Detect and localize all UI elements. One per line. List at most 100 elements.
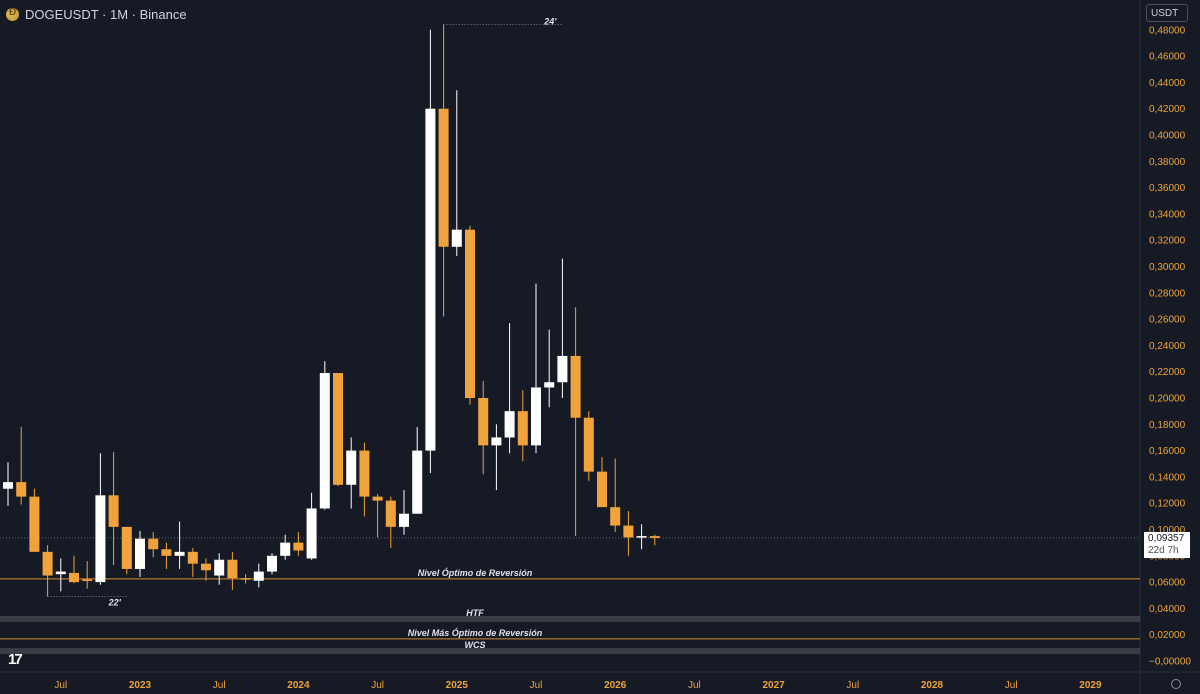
candle-body-44: [583, 417, 594, 472]
candle-body-30: [399, 513, 409, 527]
candle-body-5: [69, 572, 79, 583]
candle-body-26: [346, 450, 357, 485]
x-tick-label-5: 2025: [446, 680, 469, 691]
current-price-label: 0,09357: [1148, 533, 1185, 544]
candle-body-38: [504, 411, 515, 438]
candle-body-25: [333, 373, 343, 485]
x-tick-label-8: Jul: [688, 680, 701, 691]
x-tick-label-10: Jul: [846, 680, 859, 691]
symbol-title: DOGEUSDT · 1M · Binance: [25, 6, 187, 22]
candle-body-7: [95, 495, 106, 583]
candle-body-21: [280, 542, 291, 556]
candle-body-20: [267, 555, 277, 572]
y-tick-label-10: 0,28000: [1149, 288, 1186, 299]
doge-coin-icon: [6, 7, 19, 21]
level-band-1: [0, 615, 1140, 622]
y-tick-label-2: 0,44000: [1149, 78, 1186, 89]
y-tick-label-8: 0,32000: [1149, 236, 1186, 247]
x-tick-label-2: Jul: [213, 680, 226, 691]
y-tick-label-21: 0,06000: [1149, 578, 1186, 589]
current-price-tag: 0,09357 22d 7h: [1144, 532, 1190, 558]
annotation-label-0: 24': [543, 17, 557, 27]
symbol-header: DOGEUSDT · 1M · Binance: [6, 5, 187, 23]
y-tick-label-7: 0,34000: [1149, 209, 1186, 220]
y-tick-label-4: 0,40000: [1149, 131, 1186, 142]
y-tick-label-3: 0,42000: [1149, 104, 1186, 115]
x-tick-label-4: Jul: [371, 680, 384, 691]
x-tick-label-9: 2027: [762, 680, 785, 691]
candle-body-9: [121, 526, 132, 569]
candle-body-28: [372, 496, 383, 501]
candle-body-22: [293, 542, 304, 551]
candle-body-8: [108, 495, 119, 527]
candle-body-6: [82, 579, 93, 581]
y-tick-label-1: 0,46000: [1149, 52, 1186, 63]
candle-body-42: [557, 355, 568, 383]
candle-body-13: [174, 551, 185, 556]
candle-body-32: [425, 108, 436, 451]
y-tick-label-16: 0,16000: [1149, 446, 1186, 457]
candle-body-4: [55, 571, 66, 575]
y-tick-label-12: 0,24000: [1149, 341, 1186, 352]
y-tick-label-19: 0,10000: [1149, 525, 1186, 536]
candle-body-15: [201, 563, 211, 571]
tradingview-logo-icon[interactable]: 17: [8, 651, 23, 668]
candle-body-33: [438, 108, 449, 247]
settings-icon[interactable]: [1171, 679, 1181, 689]
y-tick-label-14: 0,20000: [1149, 394, 1186, 405]
candle-body-17: [227, 559, 238, 579]
candle-body-40: [531, 387, 541, 446]
x-tick-label-1: 2023: [129, 680, 152, 691]
level-label-0: Nivel Óptimo de Reversión: [418, 567, 533, 578]
candle-body-16: [214, 559, 225, 576]
candle-body-27: [359, 450, 370, 497]
candle-body-47: [623, 525, 634, 538]
candle-body-39: [517, 411, 528, 446]
x-tick-label-13: 2029: [1079, 680, 1102, 691]
candle-body-3: [42, 551, 53, 576]
level-label-1: HTF: [466, 608, 484, 618]
candle-body-46: [610, 507, 621, 526]
level-label-2: Nivel Más Óptimo de Reversión: [408, 627, 543, 638]
candle-body-34: [451, 229, 462, 247]
candle-body-12: [161, 549, 172, 556]
y-tick-label-13: 0,22000: [1149, 367, 1186, 378]
x-tick-label-6: Jul: [530, 680, 543, 691]
y-tick-label-22: 0,04000: [1149, 604, 1186, 615]
candle-body-19: [253, 571, 264, 581]
candle-body-14: [187, 551, 198, 564]
y-tick-label-18: 0,12000: [1149, 499, 1186, 510]
y-tick-label-0: 0,48000: [1149, 25, 1186, 36]
currency-select[interactable]: USDT: [1146, 4, 1188, 22]
candle-body-45: [597, 471, 607, 508]
x-tick-label-12: Jul: [1005, 680, 1018, 691]
x-tick-label-7: 2026: [604, 680, 627, 691]
candle-body-10: [135, 538, 145, 569]
candle-body-2: [29, 496, 40, 552]
candle-body-18: [240, 578, 251, 580]
x-tick-label-3: 2024: [287, 680, 310, 691]
level-band-3: [0, 648, 1140, 655]
candle-body-41: [544, 382, 555, 388]
candle-body-0: [3, 482, 13, 489]
candle-body-11: [148, 538, 159, 550]
candle-body-23: [306, 508, 317, 559]
candle-body-1: [16, 482, 27, 497]
candle-body-36: [478, 398, 489, 446]
candle-body-49: [649, 536, 660, 538]
candle-body-31: [412, 450, 423, 514]
y-tick-label-17: 0,14000: [1149, 472, 1186, 483]
y-tick-label-5: 0,38000: [1149, 157, 1186, 168]
y-tick-label-6: 0,36000: [1149, 183, 1186, 194]
y-tick-label-23: 0,02000: [1149, 630, 1186, 641]
candle-countdown-label: 22d 7h: [1148, 545, 1179, 556]
candle-body-24: [319, 373, 330, 509]
candle-body-29: [385, 500, 396, 527]
y-tick-label-11: 0,26000: [1149, 315, 1186, 326]
y-tick-label-9: 0,30000: [1149, 262, 1186, 273]
candle-body-37: [491, 437, 502, 446]
candle-body-43: [570, 355, 581, 418]
x-tick-label-0: Jul: [54, 680, 67, 691]
level-label-3: WCS: [465, 640, 486, 650]
